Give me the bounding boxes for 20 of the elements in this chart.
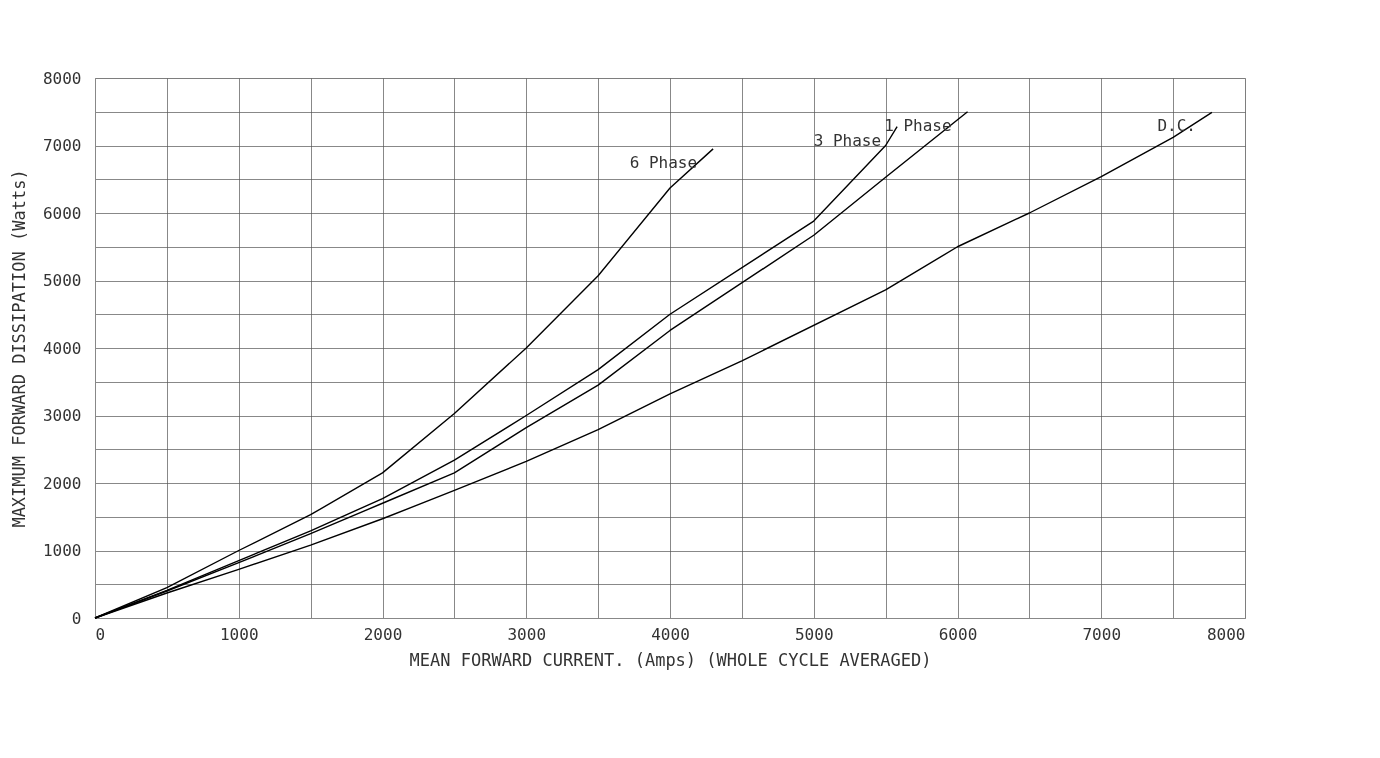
y-tick-label: 2000 bbox=[42, 473, 82, 493]
x-tick-label: 4000 bbox=[651, 624, 690, 644]
y-tick-label: 4000 bbox=[42, 338, 82, 358]
x-tick-label: 5000 bbox=[794, 624, 834, 644]
y-tick-label: 7000 bbox=[42, 136, 82, 155]
y-tick-label: 0 bbox=[71, 608, 82, 628]
x-tick-label: 6000 bbox=[938, 624, 978, 644]
y-tick-label: 3000 bbox=[42, 406, 82, 425]
y-axis-title: MAXIMUM FORWARD DISSIPATION (Watts) bbox=[8, 169, 29, 528]
x-tick-label: 7000 bbox=[1082, 624, 1122, 644]
y-tick-label: 1000 bbox=[42, 541, 82, 560]
x-tick-label: 8000 bbox=[1206, 624, 1246, 644]
x-tick-label: 3000 bbox=[507, 624, 547, 644]
x-axis-title: MEAN FORWARD CURRENT. (Amps) (WHOLE CYCLE AVERAGED) bbox=[409, 649, 932, 670]
x-tick-label: 0 bbox=[95, 624, 106, 644]
x-tick-label: 1000 bbox=[219, 624, 259, 644]
y-tick-label: 6000 bbox=[42, 203, 82, 223]
x-tick-label: 2000 bbox=[363, 624, 403, 644]
y-tick-label: 8000 bbox=[42, 68, 82, 88]
y-tick-label: 5000 bbox=[42, 271, 82, 290]
